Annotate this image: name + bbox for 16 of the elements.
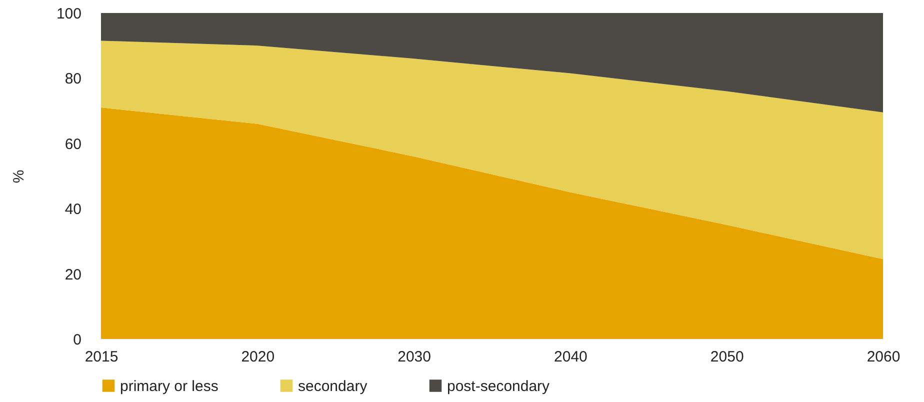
- y-axis-title: %: [10, 170, 28, 184]
- x-tick-label: 2050: [710, 348, 744, 366]
- y-tick-label: 0: [73, 332, 82, 348]
- x-tick-label: 2040: [554, 348, 588, 366]
- legend-label: primary or less: [120, 378, 218, 395]
- x-tick-label: 2030: [398, 348, 431, 366]
- x-tick-label: 2020: [241, 348, 275, 366]
- x-tick-label: 2015: [84, 348, 118, 366]
- legend-label: secondary: [298, 378, 368, 395]
- y-tick-label: 40: [64, 201, 82, 218]
- y-tick-label: 80: [64, 70, 82, 88]
- y-tick-label: 20: [64, 266, 82, 284]
- legend-label: post-secondary: [447, 378, 550, 395]
- y-tick-label: 60: [64, 136, 82, 153]
- y-tick-label: 100: [56, 6, 82, 22]
- x-tick-label: 2060: [866, 348, 900, 366]
